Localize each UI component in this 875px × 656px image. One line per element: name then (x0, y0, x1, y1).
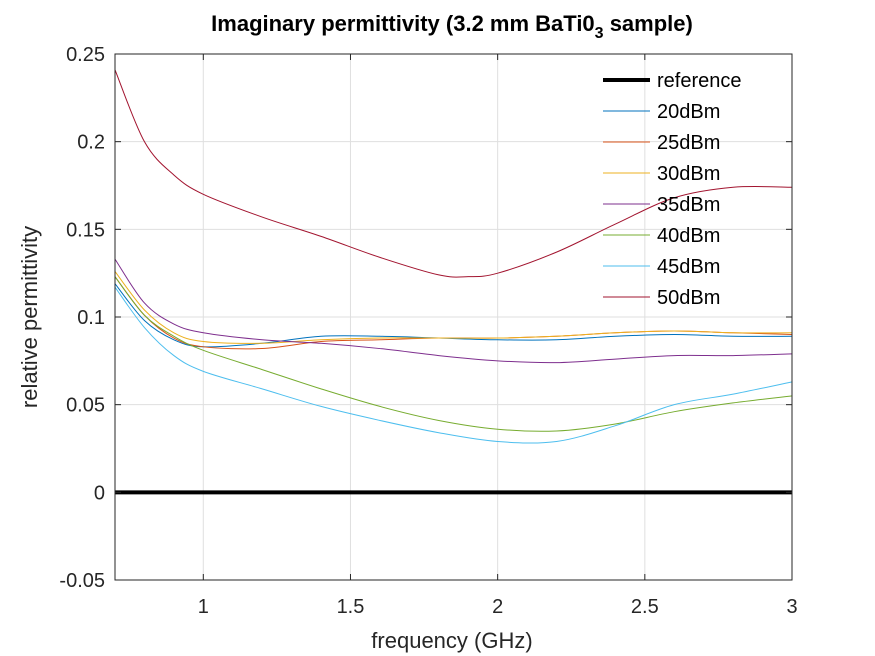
y-tick-label: 0.15 (66, 219, 105, 241)
legend-label-45dBm: 45dBm (657, 256, 720, 278)
x-tick-label: 2 (492, 596, 503, 618)
x-tick-label: 2.5 (631, 596, 659, 618)
y-tick-label: 0 (94, 482, 105, 504)
legend-label-50dBm: 50dBm (657, 287, 720, 309)
y-axis-label: relative permittivity (17, 226, 42, 408)
y-tick-label: 0.05 (66, 395, 105, 417)
series-line-45dBm (114, 286, 793, 444)
series-line-30dBm (114, 271, 793, 344)
legend: reference 20dBm 25dBm 30dBm 35dBm 40dBm 45dBm 5… (603, 70, 742, 309)
series-line-35dBm (114, 258, 793, 364)
y-tick-label: 0.25 (66, 44, 105, 66)
legend-label-reference: reference (657, 70, 742, 92)
legend-label-35dBm: 35dBm (657, 194, 720, 216)
legend-label-25dBm: 25dBm (657, 132, 720, 154)
y-tick-label: 0.1 (77, 307, 105, 329)
x-tick-label: 3 (786, 596, 797, 618)
y-tick-labels: -0.05 0 0.05 0.1 0.15 0.2 0.25 (59, 44, 105, 592)
series-line-50dBm (114, 69, 793, 278)
x-tick-label: 1.5 (337, 596, 365, 618)
legend-label-30dBm: 30dBm (657, 163, 720, 185)
series-layer (114, 69, 793, 495)
legend-label-20dBm: 20dBm (657, 101, 720, 123)
ticks (115, 53, 793, 581)
y-tick-label: 0.2 (77, 132, 105, 154)
legend-label-40dBm: 40dBm (657, 225, 720, 247)
chart-title: Imaginary permittivity (3.2 mm BaTi03 sa… (211, 11, 693, 42)
series-line-20dBm (114, 283, 793, 348)
y-tick-label: -0.05 (59, 570, 105, 592)
x-tick-label: 1 (198, 596, 209, 618)
series-line-40dBm (114, 276, 793, 432)
x-tick-labels: 1 1.5 2 2.5 3 (198, 596, 798, 618)
x-axis-label: frequency (GHz) (371, 628, 532, 653)
